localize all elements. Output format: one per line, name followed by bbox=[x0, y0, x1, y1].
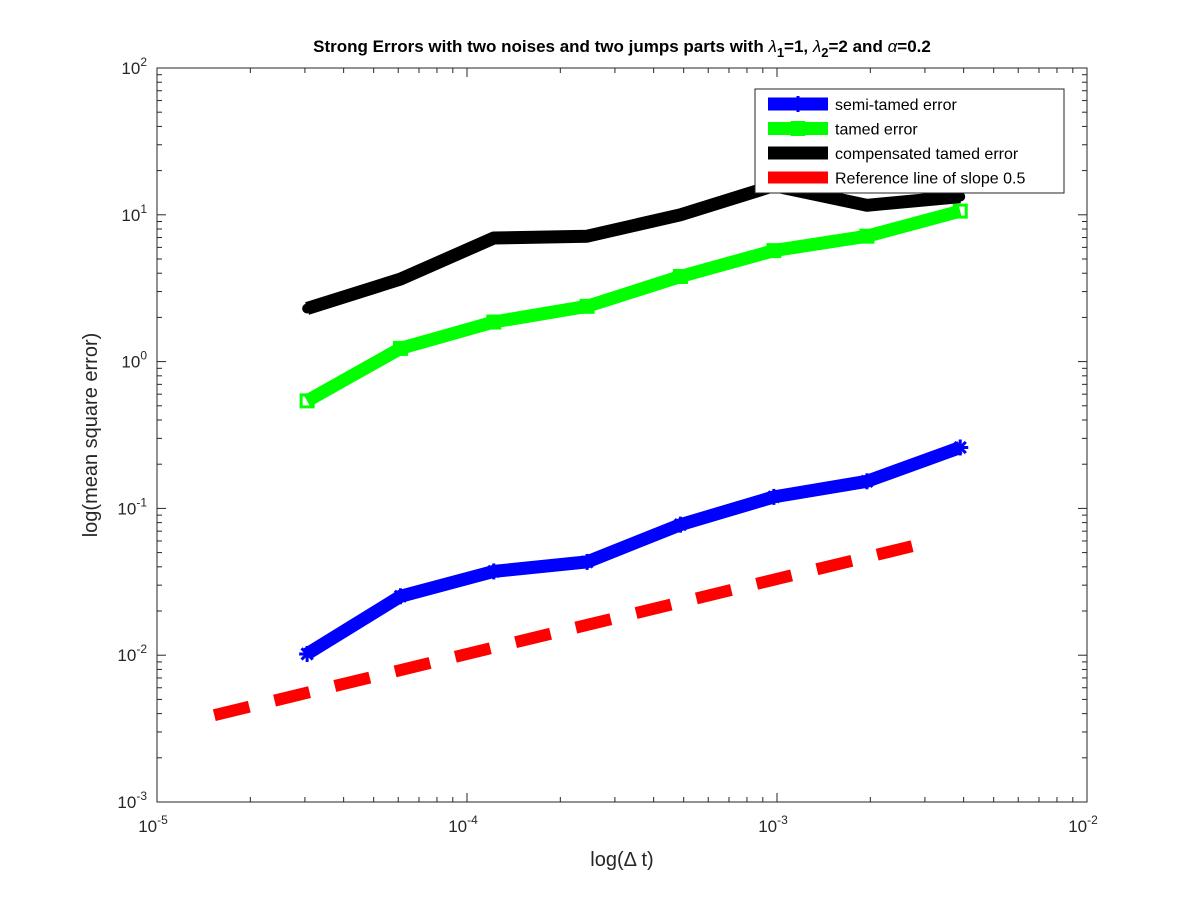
legend-label: semi-tamed error bbox=[835, 97, 957, 114]
data-point bbox=[793, 148, 803, 158]
title-part: λ bbox=[812, 37, 821, 56]
data-point bbox=[766, 243, 782, 259]
data-point bbox=[790, 96, 806, 112]
data-point bbox=[579, 298, 595, 314]
series-line bbox=[303, 204, 962, 407]
title-part: 1 bbox=[777, 45, 784, 60]
data-point-stroke bbox=[300, 647, 314, 661]
title-part: λ bbox=[767, 37, 776, 56]
x-tick-label: 10-5 bbox=[138, 813, 168, 836]
data-point bbox=[582, 231, 593, 242]
y-tick-label: 10-2 bbox=[117, 642, 147, 665]
y-tick-label: 100 bbox=[121, 349, 147, 372]
data-point bbox=[672, 268, 688, 284]
legend-entry: Reference line of slope 0.5 bbox=[768, 171, 1025, 188]
data-point-stroke bbox=[393, 589, 408, 603]
x-tick-label: 10-3 bbox=[758, 813, 788, 836]
data-point bbox=[765, 488, 782, 505]
data-point-stroke bbox=[673, 517, 688, 532]
data-point-stroke bbox=[791, 97, 805, 111]
title-part: Strong Errors with two noises and two ju… bbox=[313, 37, 768, 56]
y-tick-label: 102 bbox=[121, 55, 147, 78]
data-point bbox=[861, 200, 872, 211]
data-point bbox=[392, 588, 409, 605]
series-1 bbox=[299, 203, 968, 409]
legend-entry: semi-tamed error bbox=[768, 96, 957, 114]
y-axis-label: log(mean square error) bbox=[80, 333, 102, 538]
x-tick-label: 10-4 bbox=[448, 813, 478, 836]
data-point-stroke bbox=[487, 564, 501, 579]
legend-label: compensated tamed error bbox=[835, 146, 1019, 163]
title-part: α bbox=[888, 37, 899, 56]
data-point bbox=[395, 274, 406, 285]
data-point bbox=[488, 232, 499, 243]
series-line bbox=[305, 179, 961, 315]
data-point bbox=[675, 209, 686, 220]
axes-box bbox=[156, 67, 1088, 803]
legend-label: tamed error bbox=[835, 122, 918, 139]
y-tick-label: 10-1 bbox=[117, 495, 147, 518]
data-point bbox=[858, 473, 875, 490]
title-part: 2 bbox=[821, 45, 828, 60]
legend-entry: compensated tamed error bbox=[768, 146, 1019, 163]
x-axis-label: log(Δ t) bbox=[590, 849, 653, 871]
data-point-stroke bbox=[953, 440, 967, 455]
data-point-stroke bbox=[580, 555, 594, 569]
data-point bbox=[952, 203, 968, 219]
data-point bbox=[486, 314, 502, 330]
ticks-layer: 10-5 10-4 10-3 10-2 10-3 10-2 10-1 100 101 102 bbox=[117, 55, 1098, 836]
chart-title: Strong Errors with two noises and two ju… bbox=[313, 37, 931, 60]
title-part: =2 and bbox=[829, 37, 888, 56]
data-point bbox=[299, 393, 315, 409]
data-point bbox=[859, 228, 875, 244]
title-part: =0.2 bbox=[897, 37, 931, 56]
y-tick-label: 10-3 bbox=[117, 789, 147, 812]
title-part: =1, bbox=[784, 37, 813, 56]
data-point-stroke bbox=[767, 490, 781, 504]
series-layer bbox=[212, 179, 969, 722]
data-point bbox=[485, 563, 502, 580]
data-point bbox=[299, 645, 316, 662]
x-tick-label: 10-2 bbox=[1068, 813, 1098, 836]
data-point bbox=[302, 303, 313, 314]
data-point bbox=[952, 439, 969, 456]
data-point bbox=[672, 516, 689, 533]
legend-entry: tamed error bbox=[768, 121, 918, 139]
legend: semi-tamed error tamed error compensated t… bbox=[754, 88, 1065, 194]
data-point bbox=[790, 121, 806, 136]
series-0 bbox=[299, 439, 969, 662]
y-tick-label: 101 bbox=[121, 202, 147, 225]
data-point bbox=[392, 340, 408, 356]
series-line bbox=[303, 441, 963, 660]
legend-label: Reference line of slope 0.5 bbox=[835, 171, 1025, 188]
data-point bbox=[579, 553, 596, 570]
data-point-stroke bbox=[860, 474, 874, 488]
